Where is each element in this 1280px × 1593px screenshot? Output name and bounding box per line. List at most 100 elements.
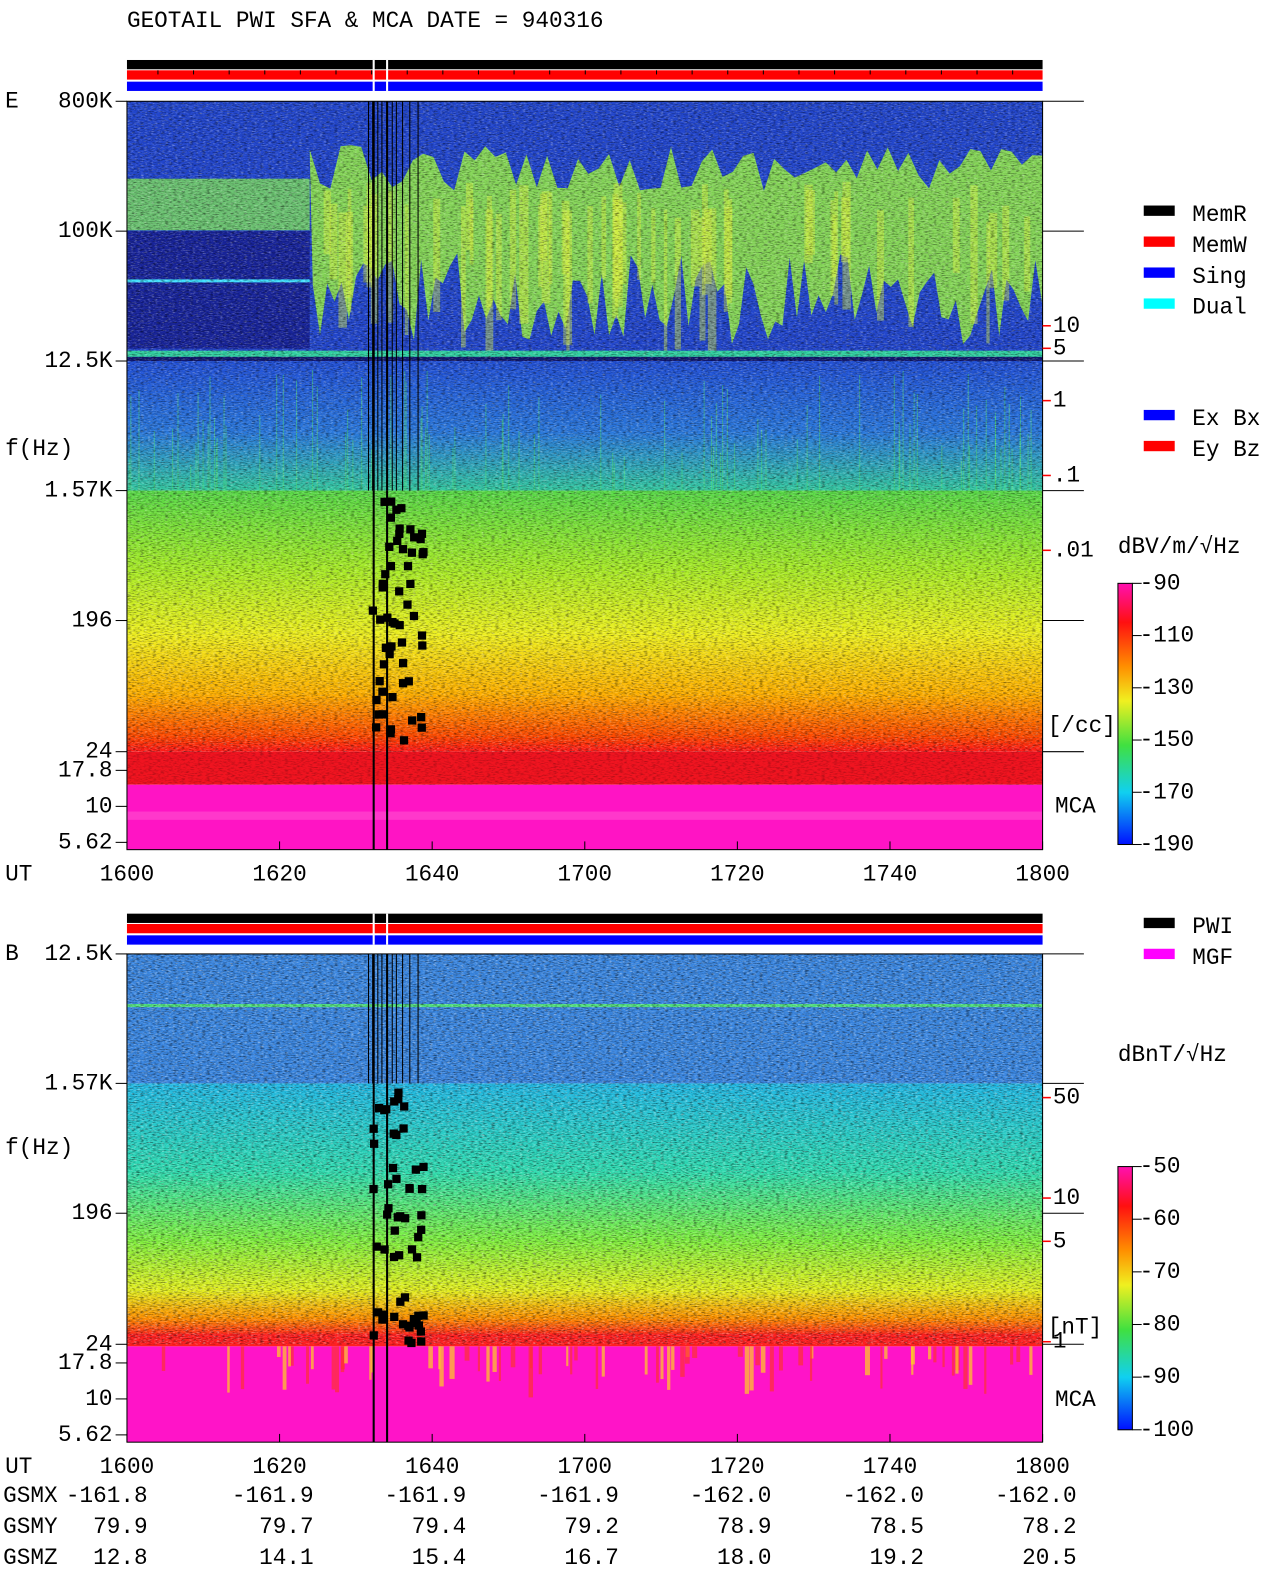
colorbar-tick-label: -80	[1140, 1312, 1181, 1338]
spectrum-streak	[1010, 1346, 1014, 1365]
orbit-value: 18.0	[717, 1545, 771, 1571]
mode-marker	[417, 631, 427, 640]
mode-marker	[395, 621, 404, 630]
mode-marker	[410, 533, 419, 542]
spectrum-streak	[370, 1346, 374, 1373]
mode-marker	[418, 550, 427, 559]
y2-tick-label: 1	[1053, 1329, 1067, 1355]
spectrum-streak	[510, 1346, 516, 1368]
mode-marker	[414, 1233, 423, 1242]
status-bar	[126, 913, 1043, 923]
y-tick-label: 17.8	[58, 757, 112, 783]
title: GEOTAIL PWI SFA & MCA DATE = 940316	[127, 8, 604, 34]
orbit-value: -161.9	[385, 1483, 467, 1509]
legend-marker	[1143, 440, 1175, 452]
mode-marker	[412, 1253, 422, 1262]
spectrum-streak	[963, 1346, 968, 1389]
mode-marker	[414, 1311, 423, 1320]
spectrum-streak	[227, 1346, 230, 1393]
spectrum-streak	[744, 1346, 750, 1394]
mode-marker	[408, 716, 417, 725]
panel-label: E	[5, 88, 19, 114]
spectrum-streak	[289, 1346, 294, 1366]
spectrum-streak	[240, 1346, 245, 1390]
colorbar-tick-label: -170	[1140, 779, 1194, 805]
mode-marker	[405, 1323, 414, 1332]
orbit-value: -161.9	[537, 1483, 619, 1509]
spectrum-streak	[928, 1346, 932, 1360]
orbit-row-label: GSMZ	[3, 1545, 57, 1571]
spectrum-texture	[126, 953, 1043, 1345]
status-bar	[126, 923, 1043, 934]
spectrum-streak	[464, 1346, 470, 1361]
mode-marker	[392, 505, 401, 514]
mode-marker	[386, 562, 396, 571]
spectrum-streak	[680, 1346, 685, 1377]
y-tick-label: 1.57K	[44, 478, 112, 504]
spectrum-streak	[984, 1346, 987, 1394]
spectrum-streak	[306, 1346, 309, 1384]
orbit-value: 14.1	[259, 1545, 313, 1571]
legend-label: Dual	[1192, 295, 1246, 321]
y2-tick-label: .01	[1053, 537, 1094, 563]
x-axis-label: UT	[5, 1454, 32, 1480]
spectrum-streak	[566, 1346, 569, 1367]
mode-marker	[399, 1124, 408, 1133]
spectrum-streak	[335, 1346, 340, 1393]
mode-marker	[417, 1184, 427, 1194]
mode-marker	[390, 1312, 399, 1322]
orbit-value: 19.2	[870, 1545, 924, 1571]
orbit-value: 79.4	[412, 1514, 466, 1540]
y-tick-label: 10	[85, 1386, 112, 1412]
legend-label: MemW	[1192, 233, 1247, 259]
mode-marker	[378, 579, 387, 589]
orbit-value: -162.0	[995, 1483, 1077, 1509]
colorbar-label: dBV/m/√Hz	[1118, 534, 1241, 560]
mode-marker	[406, 579, 415, 589]
spectrum-streak	[671, 1346, 675, 1370]
x-tick-label: 1600	[100, 861, 154, 887]
x-tick-label: 1640	[405, 861, 459, 887]
x-tick-label: 1720	[710, 861, 764, 887]
y-tick-label: 5.62	[58, 829, 112, 855]
spectrum-streak	[968, 1346, 973, 1385]
mode-marker	[393, 1213, 402, 1222]
mode-marker	[388, 693, 397, 702]
spectrum-streak	[880, 1346, 883, 1389]
spectrum-streak	[644, 1346, 648, 1375]
mode-marker	[381, 643, 390, 653]
spectrum-streak	[692, 1346, 698, 1358]
mode-marker	[369, 1184, 378, 1194]
spectrum-streak	[884, 1346, 888, 1359]
mode-marker	[392, 1130, 401, 1139]
spectrum-streak	[344, 1346, 348, 1364]
x-axis-label: UT	[5, 861, 32, 887]
mode-marker	[384, 1204, 393, 1213]
spectrum-streak	[933, 1346, 937, 1363]
mode-marker	[387, 497, 396, 506]
panel-label: B	[5, 941, 19, 967]
orbit-value: 78.9	[717, 1514, 771, 1540]
mode-marker	[397, 504, 406, 513]
spectrum-streak	[1029, 1346, 1033, 1375]
mode-marker	[419, 1311, 428, 1320]
spectrum-streak	[288, 1346, 291, 1367]
spectrum-streak	[660, 1346, 664, 1380]
mode-marker	[395, 529, 404, 539]
mca-label: MCA	[1055, 793, 1096, 819]
legend-label: Ey Bz	[1192, 437, 1260, 463]
legend-label: MGF	[1192, 945, 1233, 971]
orbit-value: 15.4	[412, 1545, 466, 1571]
x-tick-label: 1720	[710, 1454, 764, 1480]
mode-marker	[417, 723, 426, 732]
mode-marker	[404, 677, 413, 686]
mode-marker	[397, 638, 407, 647]
spectrum-streak	[778, 1346, 783, 1371]
mode-marker	[400, 1293, 410, 1302]
colorbar-tick-label: -190	[1140, 832, 1194, 858]
legend-label: PWI	[1192, 914, 1233, 940]
mode-marker	[417, 529, 427, 538]
y-tick-label: 12.5K	[44, 941, 112, 967]
status-bar	[126, 70, 1043, 80]
